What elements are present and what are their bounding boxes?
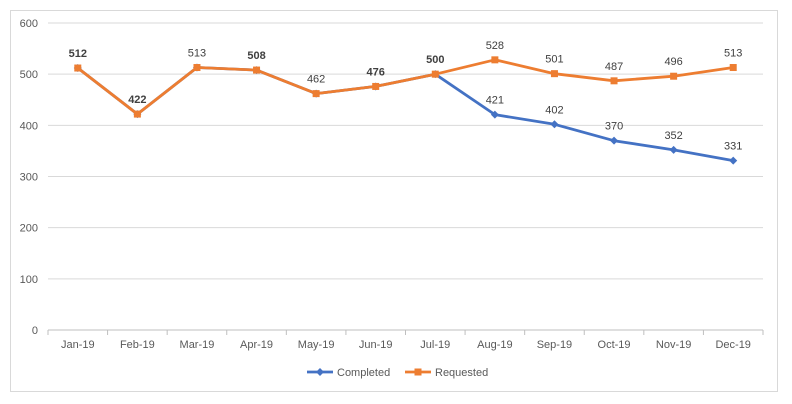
x-tick-label: Dec-19: [715, 339, 750, 351]
y-tick-label: 300: [20, 172, 38, 184]
point-requested: [253, 66, 261, 74]
y-tick-label: 600: [20, 18, 38, 30]
data-label-requested: 476: [367, 66, 385, 78]
legend-marker-completed: [316, 368, 324, 376]
y-tick-label: 200: [20, 223, 38, 235]
x-tick-label: May-19: [298, 339, 335, 351]
x-tick-label: Jul-19: [420, 339, 450, 351]
point-completed: [729, 156, 738, 165]
point-requested: [610, 77, 618, 85]
data-label-requested: 508: [247, 50, 265, 62]
x-tick-label: Apr-19: [240, 339, 273, 351]
data-label-requested: 496: [664, 56, 682, 68]
data-label-completed: 331: [724, 141, 742, 153]
point-requested: [550, 70, 558, 78]
y-tick-label: 500: [20, 69, 38, 81]
legend-marker-requested: [414, 368, 422, 376]
data-label-requested: 422: [128, 94, 146, 106]
point-requested: [193, 64, 201, 72]
point-requested: [312, 90, 320, 98]
x-tick-label: Mar-19: [180, 339, 215, 351]
data-label-requested: 500: [426, 54, 444, 66]
data-label-requested: 487: [605, 61, 623, 73]
x-tick-label: Jun-19: [359, 339, 393, 351]
point-requested: [670, 72, 678, 80]
point-completed: [610, 136, 619, 145]
x-tick-label: Aug-19: [477, 339, 512, 351]
y-tick-label: 0: [32, 325, 38, 337]
data-label-requested: 513: [188, 48, 206, 60]
point-requested: [372, 82, 380, 90]
y-tick-label: 400: [20, 120, 38, 132]
data-label-completed: 402: [545, 104, 563, 116]
point-completed: [490, 110, 499, 119]
data-label-completed: 370: [605, 121, 623, 133]
data-label-requested: 528: [486, 40, 504, 52]
point-completed: [550, 120, 559, 129]
y-tick-label: 100: [20, 274, 38, 286]
data-label-requested: 501: [545, 54, 563, 66]
point-requested: [729, 64, 737, 72]
x-tick-label: Jan-19: [61, 339, 95, 351]
point-requested: [133, 110, 141, 118]
data-label-requested: 513: [724, 48, 742, 60]
legend-label-requested: Requested: [435, 367, 488, 379]
data-label-completed: 421: [486, 95, 504, 107]
point-requested: [491, 56, 499, 64]
point-requested: [74, 64, 82, 72]
series-line-requested: [76, 58, 734, 116]
data-label-completed: 352: [664, 130, 682, 142]
data-label-requested: 462: [307, 74, 325, 86]
x-tick-label: Oct-19: [598, 339, 631, 351]
x-tick-label: Sep-19: [537, 339, 572, 351]
legend-label-completed: Completed: [337, 367, 390, 379]
data-label-requested: 512: [69, 48, 87, 60]
x-tick-label: Nov-19: [656, 339, 691, 351]
point-completed: [669, 145, 678, 154]
x-tick-label: Feb-19: [120, 339, 155, 351]
point-requested: [431, 70, 439, 78]
